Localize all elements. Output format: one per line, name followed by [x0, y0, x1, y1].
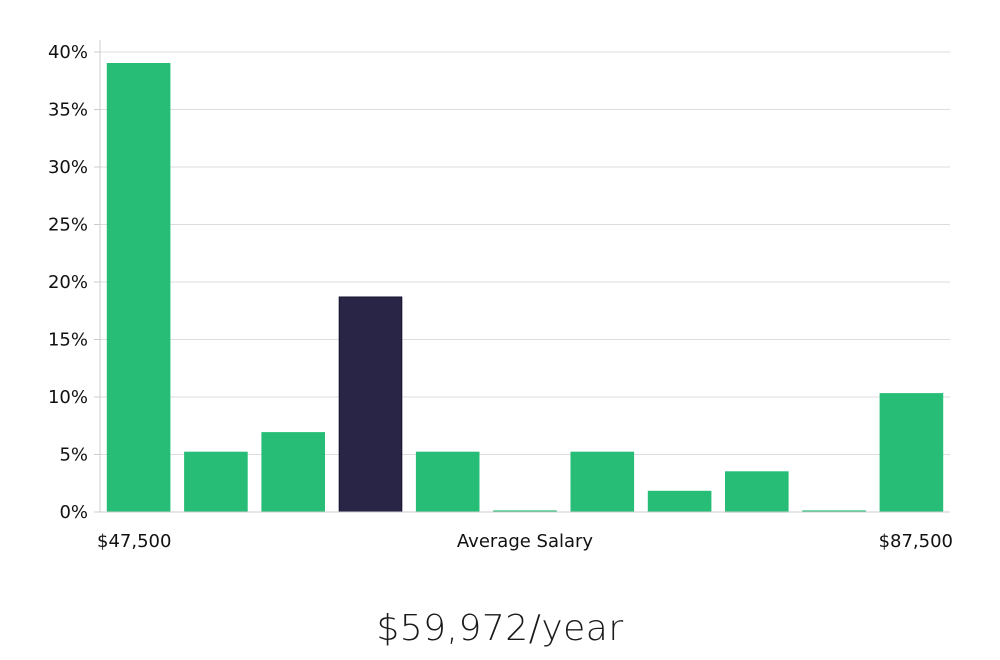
bar	[261, 432, 325, 513]
bar	[725, 471, 789, 513]
x-max-label: $87,500	[879, 531, 953, 552]
salary-histogram: 0% 5% 10% 15% 20% 25% 30% 35% 40% $47,500 Averag…	[48, 40, 953, 552]
bar	[415, 451, 480, 513]
bar	[647, 490, 712, 513]
y-tick-label: 5%	[59, 445, 88, 466]
y-tick-label: 20%	[48, 272, 88, 293]
y-tick-label: 35%	[48, 100, 88, 121]
x-axis-title: Average Salary	[457, 531, 594, 552]
y-tick-label: 30%	[48, 157, 88, 178]
y-tick-label: 15%	[48, 330, 88, 351]
y-tick-label: 40%	[48, 42, 88, 63]
x-min-label: $47,500	[97, 531, 171, 552]
bar	[184, 451, 248, 513]
y-tick-label: 25%	[48, 215, 88, 236]
bar	[570, 451, 635, 513]
y-tick-label: 0%	[59, 502, 88, 523]
bar	[106, 63, 171, 513]
bar-highlighted	[338, 296, 403, 513]
grid-lines	[100, 51, 950, 455]
y-tick-label: 10%	[48, 387, 88, 408]
bars	[106, 63, 944, 513]
average-salary-value: $59,972/year	[376, 608, 624, 649]
y-axis-ticks: 0% 5% 10% 15% 20% 25% 30% 35% 40%	[48, 42, 100, 523]
bar	[879, 393, 944, 513]
